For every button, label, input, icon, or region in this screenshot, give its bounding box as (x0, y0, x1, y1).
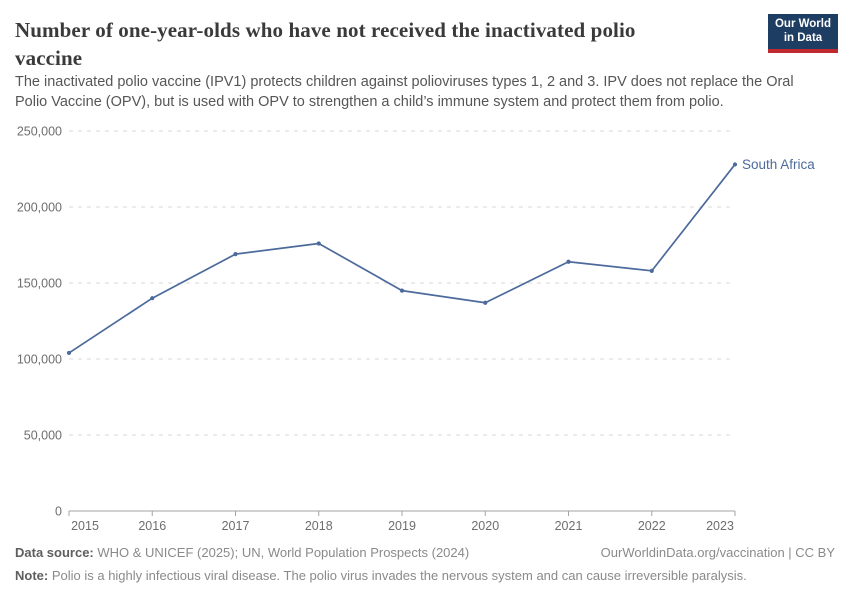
note-text: Polio is a highly infectious viral disea… (48, 568, 747, 583)
data-source-label: Data source: (15, 545, 94, 560)
data-point[interactable] (233, 252, 238, 257)
owid-logo-line1: Our World (774, 18, 831, 30)
x-tick-label: 2018 (305, 519, 333, 533)
x-tick-label: 2021 (555, 519, 583, 533)
note-label: Note: (15, 568, 49, 583)
owid-logo-line2: in Data (783, 32, 823, 44)
y-tick-label: 250,000 (17, 125, 62, 139)
page-title: Number of one-year-olds who have not rec… (15, 18, 636, 70)
data-point[interactable] (399, 288, 405, 293)
chart-note: Note: Polio is a highly infectious viral… (15, 568, 835, 584)
x-tick-label: 2017 (222, 519, 250, 533)
series-end-label: South Africa (742, 157, 815, 172)
owid-logo[interactable]: Our World in Data (768, 14, 838, 53)
chart-footer: Data source: WHO & UNICEF (2025); UN, Wo… (15, 545, 835, 584)
x-tick-label: 2019 (388, 519, 416, 533)
x-tick-label: 2020 (471, 519, 499, 533)
data-point[interactable] (649, 268, 654, 273)
data-point[interactable] (66, 350, 72, 356)
y-tick-label: 100,000 (17, 353, 62, 367)
chart-subtitle: The inactivated polio vaccine (IPV1) pro… (15, 74, 794, 110)
data-point[interactable] (150, 296, 155, 301)
y-tick-label: 150,000 (17, 277, 62, 291)
license-link[interactable]: OurWorldinData.org/vaccination | CC BY (600, 545, 835, 560)
x-tick-label: 2023 (706, 519, 734, 533)
x-tick-label: 2016 (138, 519, 166, 533)
y-tick-label: 200,000 (17, 201, 62, 215)
data-source: Data source: WHO & UNICEF (2025); UN, Wo… (15, 545, 469, 561)
y-tick-label: 50,000 (24, 429, 62, 443)
data-source-text: WHO & UNICEF (2025); UN, World Populatio… (93, 545, 470, 560)
x-tick-label: 2015 (71, 519, 99, 533)
x-tick-label: 2022 (638, 519, 666, 533)
data-point[interactable] (566, 259, 571, 264)
y-tick-label: 0 (55, 505, 62, 519)
line-chart-svg[interactable]: 0 50,000 100,000 150,000 200,000 250,000 2015 2… (0, 120, 850, 540)
data-line[interactable] (68, 163, 736, 354)
chart-plot-area[interactable]: 0 50,000 100,000 150,000 200,000 250,000 2015 2… (0, 120, 850, 540)
data-point[interactable] (483, 300, 488, 305)
data-point[interactable] (316, 241, 321, 246)
data-point[interactable] (732, 162, 738, 167)
